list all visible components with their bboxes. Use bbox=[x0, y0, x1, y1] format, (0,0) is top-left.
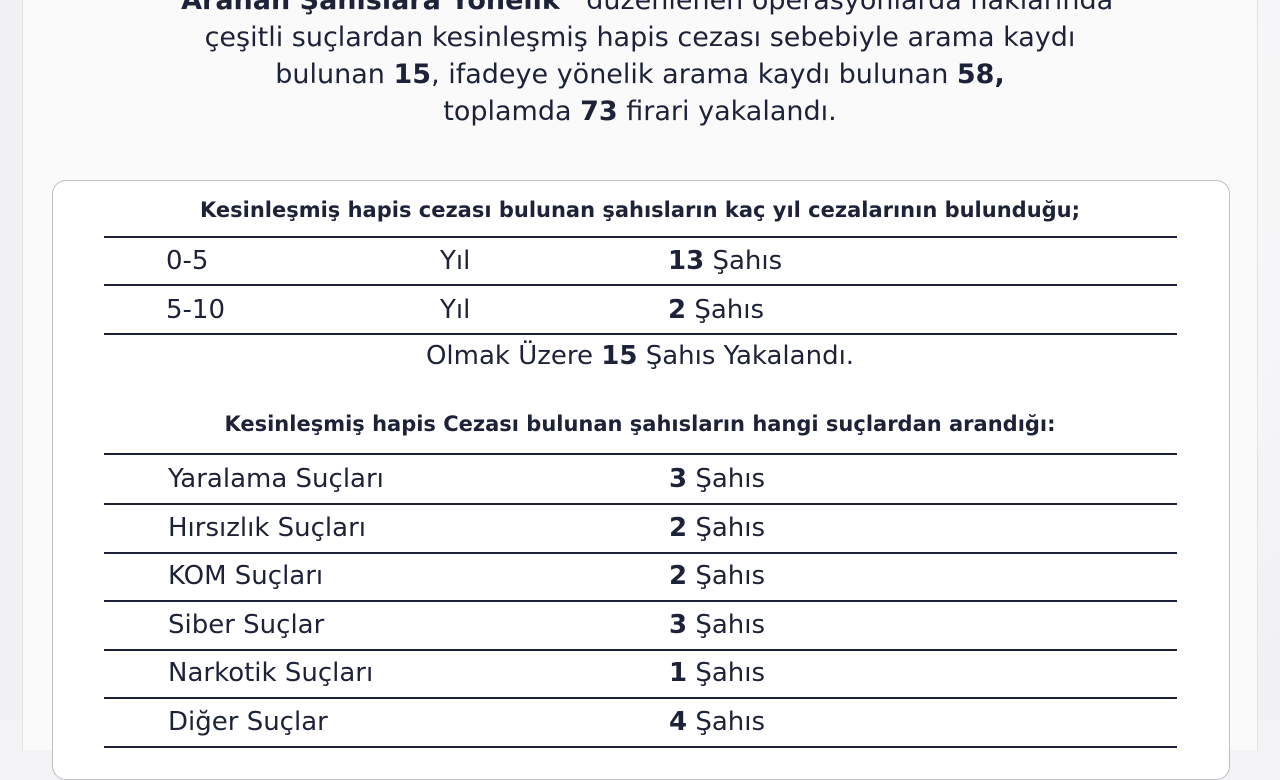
crime-cell: Siber Suçlar bbox=[168, 609, 325, 640]
divider bbox=[104, 600, 1177, 602]
intro-line: çeşitli suçlardan kesinleşmiş hapis ceza… bbox=[204, 22, 1076, 53]
range-cell: 5-10 bbox=[166, 295, 226, 325]
crime-cell: Hırsızlık Suçları bbox=[168, 512, 366, 543]
divider bbox=[104, 236, 1177, 238]
intro-text-part: , ifadeye yönelik arama kaydı bulunan bbox=[431, 59, 957, 90]
count-number: 2 bbox=[669, 561, 688, 591]
intro-text-part: firari yakalandı. bbox=[617, 96, 837, 127]
crime-cell: KOM Suçları bbox=[168, 561, 324, 591]
intro-text-part: toplamda bbox=[443, 96, 581, 127]
count-cell: 1 Şahıs bbox=[669, 658, 765, 688]
count-cell: 3 Şahıs bbox=[669, 610, 765, 640]
divider bbox=[104, 333, 1177, 335]
summary-text: Şahıs Yakalandı. bbox=[637, 341, 855, 371]
divider bbox=[104, 453, 1177, 455]
divider bbox=[104, 551, 1177, 554]
count-cell: 13 Şahıs bbox=[668, 246, 782, 276]
intro-number: 15 bbox=[393, 59, 432, 90]
count-number: 2 bbox=[669, 512, 688, 543]
count-number: 2 bbox=[668, 295, 687, 325]
count-label: Şahıs bbox=[687, 706, 766, 737]
count-label: Şahıs bbox=[687, 609, 766, 640]
range-cell: 0-5 bbox=[166, 246, 209, 276]
intro-text: “Aranan Şahıslara Yönelik” düzenlenen op… bbox=[0, 0, 1280, 130]
crime-cell: Diğer Suçlar bbox=[168, 706, 328, 737]
intro-bold: “Aranan Şahıslara Yönelik” bbox=[166, 0, 578, 16]
count-cell: 2 Şahıs bbox=[668, 295, 764, 325]
count-cell: 3 Şahıs bbox=[669, 464, 765, 494]
count-label: Şahıs bbox=[687, 658, 766, 688]
intro-number: 58, bbox=[956, 59, 1005, 90]
summary-number: 15 bbox=[601, 341, 638, 371]
count-label: Şahıs bbox=[687, 561, 766, 591]
count-cell: 2 Şahıs bbox=[669, 561, 765, 591]
table2-title: Kesinleşmiş hapis Cezası bulunan şahısla… bbox=[224, 412, 1056, 436]
divider bbox=[104, 648, 1177, 651]
table1-title: Kesinleşmiş hapis cezası bulunan şahısla… bbox=[199, 198, 1081, 222]
count-number: 3 bbox=[669, 464, 688, 494]
count-cell: 4 Şahıs bbox=[669, 707, 765, 737]
divider bbox=[104, 697, 1177, 699]
count-label: Şahıs bbox=[686, 295, 765, 325]
intro-line: düzenlenen operasyonlarda haklarında bbox=[577, 0, 1114, 16]
crime-cell: Narkotik Suçları bbox=[168, 658, 374, 688]
table1-summary: Olmak Üzere 15 Şahıs Yakalandı. bbox=[0, 341, 1280, 371]
divider bbox=[104, 503, 1177, 505]
summary-text: Olmak Üzere bbox=[425, 341, 602, 371]
count-label: Şahıs bbox=[687, 464, 766, 494]
count-cell: 2 Şahıs bbox=[669, 513, 765, 543]
count-number: 3 bbox=[669, 609, 688, 640]
count-number: 1 bbox=[669, 658, 688, 688]
count-label: Şahıs bbox=[704, 246, 783, 276]
count-number: 13 bbox=[668, 246, 705, 276]
intro-text-part: bulunan bbox=[275, 59, 394, 90]
crime-cell: Yaralama Suçları bbox=[168, 464, 384, 494]
info-card bbox=[52, 180, 1230, 780]
count-number: 4 bbox=[669, 706, 688, 737]
unit-cell: Yıl bbox=[440, 246, 471, 276]
unit-cell: Yıl bbox=[440, 295, 471, 325]
divider bbox=[104, 745, 1177, 748]
count-label: Şahıs bbox=[687, 512, 766, 543]
divider bbox=[104, 284, 1177, 286]
intro-number: 73 bbox=[580, 96, 618, 127]
